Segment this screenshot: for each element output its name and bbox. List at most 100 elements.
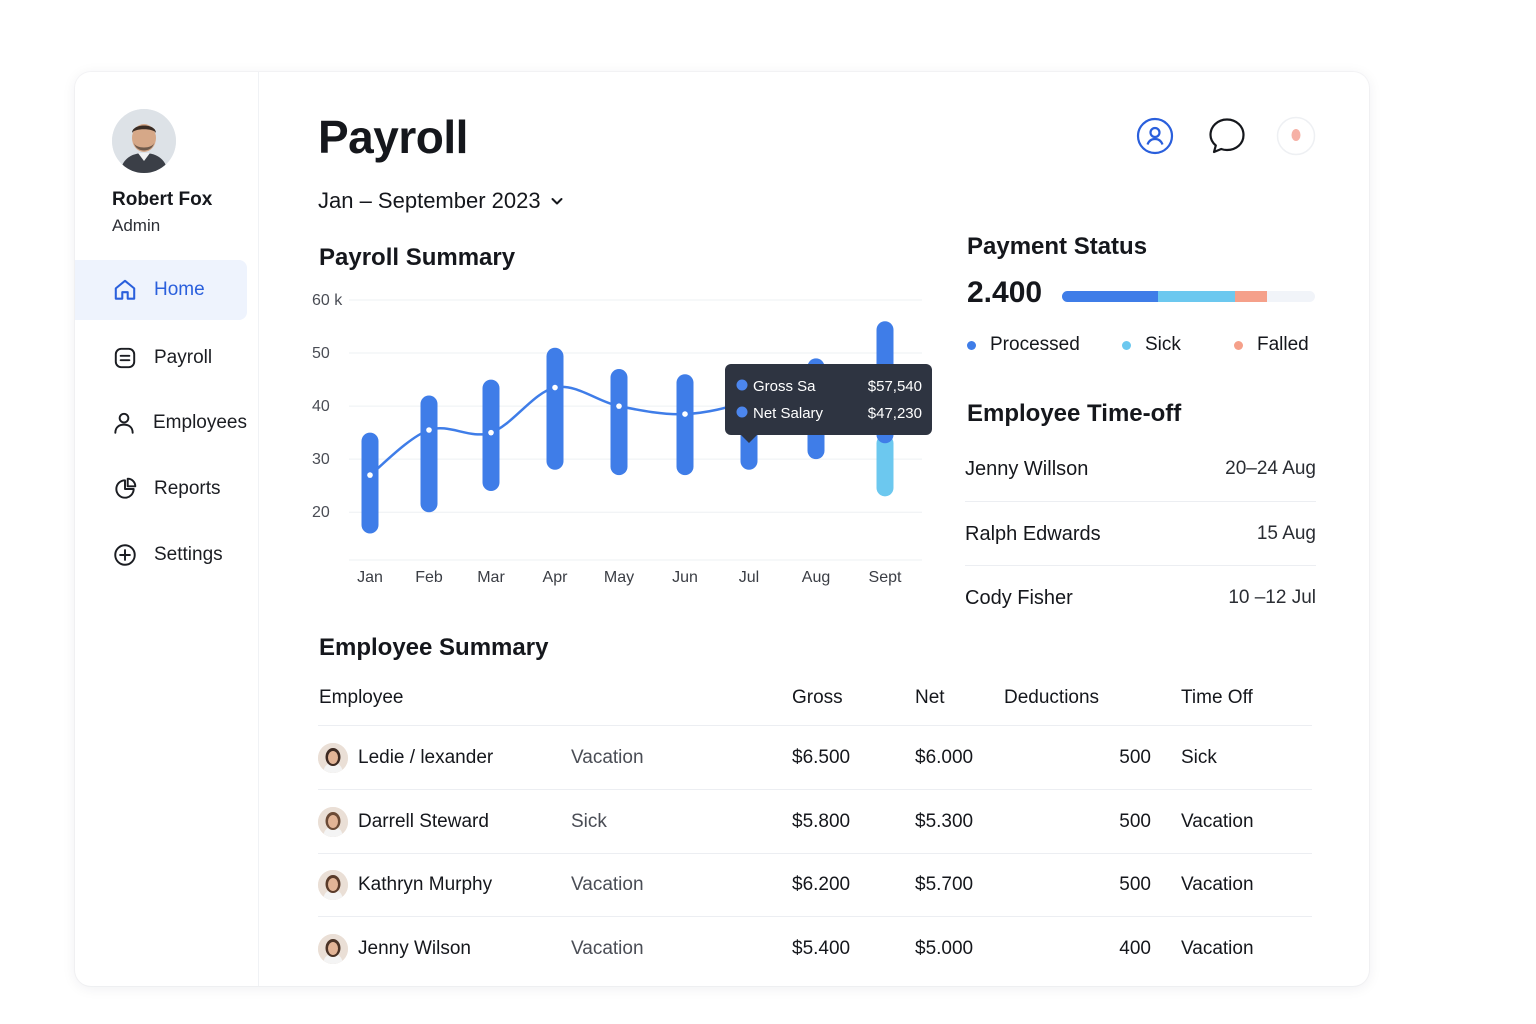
y-tick-label: 20 [312,504,330,521]
table-row[interactable]: Jenny Wilson Vacation $5.400 $5.000 400 Vacat… [318,917,1312,980]
net-cell: $5.700 [915,873,974,895]
period-selector[interactable]: Jan – September 2023 [318,188,565,214]
gross-cell: $6.200 [792,873,851,895]
divider [318,916,1312,917]
tooltip-dot [736,379,748,391]
time-off-dates: 20–24 Aug [1225,458,1316,479]
time-off-name: Ralph Edwards [965,522,1101,545]
range-bar [610,368,628,476]
sick-range-bar [876,434,894,497]
tooltip-pointer [741,435,757,443]
net-cell: $5.000 [915,937,974,959]
period-label: Jan – September 2023 [318,188,541,213]
range-bar [676,374,694,476]
x-tick-label: Apr [543,569,569,586]
processed-segment [1062,291,1159,302]
payroll-icon [111,345,138,372]
employee-cell: Kathryn Murphy [318,853,492,916]
line-point [682,411,688,417]
sick-segment [1158,291,1236,302]
employee-name: Darrell Steward [358,810,489,832]
column-header-time-off[interactable]: Time Off [1181,687,1253,708]
y-tick-label: 50 [312,345,330,362]
payment-status-title: Payment Status [967,233,1148,260]
employee-name: Kathryn Murphy [358,873,493,895]
sidebar-item-label: Home [154,279,205,300]
profile-icon[interactable] [1135,116,1175,156]
x-tick-label: Jan [357,569,383,586]
time-off-cell: Vacation [1181,810,1254,832]
employee-avatar [318,806,348,837]
divider [965,501,1316,502]
legend-label: Processed [990,334,1080,355]
employee-avatar [318,933,348,964]
payroll-dashboard: Robert Fox Admin Home Payroll Employees … [75,72,1369,986]
x-tick-label: Mar [477,569,505,586]
time-off-dates: 15 Aug [1256,523,1316,544]
deductions-cell: 500 [1119,746,1151,768]
legend-processed: Processed [967,334,1080,356]
sidebar-item-label: Employees [153,412,247,433]
column-header-deductions[interactable]: Deductions [1004,687,1100,708]
column-header-net[interactable]: Net [915,687,945,708]
employee-name: Jenny Wilson [358,937,471,959]
tooltip-label: Gross Sa [753,378,816,395]
time-off-name: Cody Fisher [965,586,1073,609]
net-cell: $5.300 [915,810,974,832]
x-tick-label: Feb [415,569,443,586]
table-row[interactable]: Kathryn Murphy Vacation $6.200 $5.700 500 Vac… [318,853,1312,916]
divider [318,789,1312,790]
payment-status-value: 2.400 [967,276,1043,309]
home-icon [111,277,138,304]
y-tick-label: 30 [312,451,330,468]
x-tick-label: Jul [739,569,759,586]
x-tick-label: May [604,569,634,586]
employee-status: Vacation [571,873,644,895]
employee-summary-title: Employee Summary [319,634,549,661]
sidebar-item-label: Settings [154,544,223,565]
employee-avatar [318,869,348,900]
range-bar [420,395,438,513]
line-point [426,427,432,433]
payment-status-bar [1062,291,1315,302]
employee-avatar [318,742,348,773]
sidebar-item-home[interactable]: Home [75,260,247,320]
sidebar-item-label: Reports [154,478,221,499]
employee-name: Ledie / lexander [358,746,494,768]
processed-dot [967,340,976,350]
range-bar [361,432,379,534]
employee-status: Sick [571,810,607,832]
column-header-gross[interactable]: Gross [792,687,843,708]
legend-sick: Sick [1122,334,1181,356]
tooltip-box [725,364,932,435]
table-row[interactable]: Darrell Steward Sick $5.800 $5.300 500 Vacati… [318,790,1312,853]
time-off-row[interactable]: Jenny Willson 20–24 Aug [965,437,1316,501]
gross-cell: $6.500 [792,746,851,768]
legend-label: Falled [1257,334,1309,355]
divider [965,565,1316,566]
gross-cell: $5.400 [792,937,851,959]
sidebar-item-reports[interactable]: Reports [75,459,247,519]
column-header-employee[interactable]: Employee [319,687,404,708]
time-off-row[interactable]: Cody Fisher 10 –12 Jul [965,566,1316,630]
sidebar-item-settings[interactable]: Settings [75,525,247,585]
sidebar: Robert Fox Admin Home Payroll Employees … [75,72,259,986]
chevron-down-icon [549,193,565,209]
y-tick-label: 40 [312,398,330,415]
table-row[interactable]: Ledie / lexander Vacation $6.500 $6.000 500 S… [318,726,1312,789]
net-cell: $6.000 [915,746,974,768]
divider [318,853,1312,854]
sidebar-item-employees[interactable]: Employees [75,393,247,453]
tooltip-label: Net Salary [753,405,824,422]
time-off-row[interactable]: Ralph Edwards 15 Aug [965,502,1316,566]
chat-icon[interactable] [1207,116,1247,156]
time-off-name: Jenny Willson [965,457,1089,480]
y-tick-label: 60 k [312,292,343,309]
line-point [552,384,558,391]
avatar[interactable] [112,109,176,173]
notification-icon[interactable] [1276,116,1316,156]
sidebar-item-payroll[interactable]: Payroll [75,328,247,388]
time-off-dates: 10 –12 Jul [1228,587,1316,608]
deductions-cell: 400 [1119,937,1151,959]
x-tick-label: Aug [802,569,830,586]
